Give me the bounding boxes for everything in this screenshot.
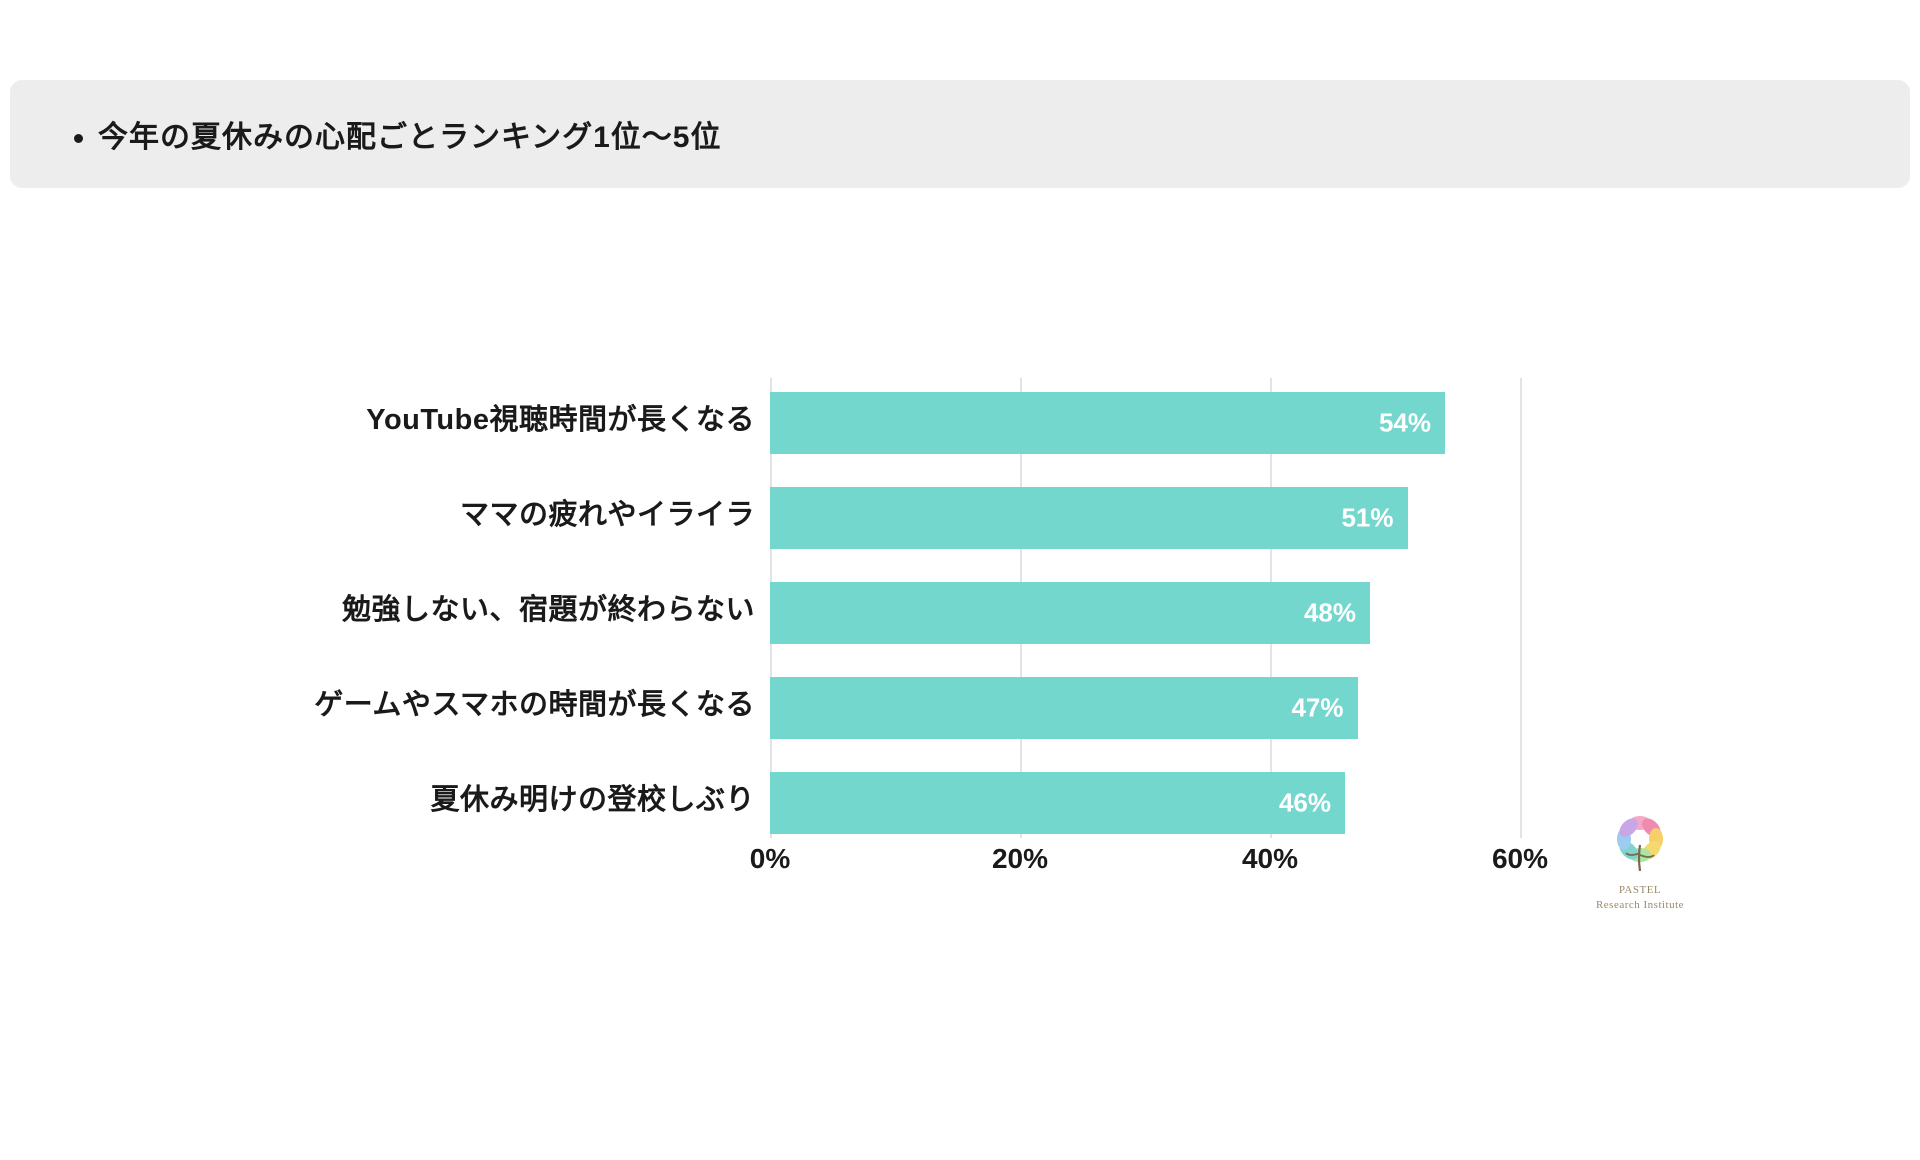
logo-text-line1: PASTEL — [1580, 884, 1700, 897]
bar: 46% — [770, 772, 1345, 834]
title-bar: 今年の夏休みの心配ごとランキング1位〜5位 — [10, 80, 1910, 188]
bar-value: 47% — [1291, 693, 1343, 724]
bar-row: ママの疲れやイライラ51% — [770, 473, 1520, 568]
bar: 51% — [770, 487, 1408, 549]
bar: 48% — [770, 582, 1370, 644]
x-tick: 20% — [992, 843, 1048, 875]
logo-text-line2: Research Institute — [1580, 899, 1700, 912]
chart-plot: YouTube視聴時間が長くなる54%ママの疲れやイライラ51%勉強しない、宿題… — [770, 378, 1520, 858]
bar-value: 54% — [1379, 408, 1431, 439]
bar-row: 勉強しない、宿題が終わらない48% — [770, 568, 1520, 663]
bar-row: 夏休み明けの登校しぶり46% — [770, 758, 1520, 853]
x-tick: 40% — [1242, 843, 1298, 875]
bar-label: ゲームやスマホの時間が長くなる — [215, 681, 755, 723]
bar-chart: YouTube視聴時間が長くなる54%ママの疲れやイライラ51%勉強しない、宿題… — [230, 378, 1570, 853]
bar: 54% — [770, 392, 1445, 454]
bar-label: ママの疲れやイライラ — [215, 491, 755, 533]
bar-value: 48% — [1304, 598, 1356, 629]
bar-row: YouTube視聴時間が長くなる54% — [770, 378, 1520, 473]
bar: 47% — [770, 677, 1358, 739]
x-tick: 0% — [750, 843, 790, 875]
bar-value: 51% — [1341, 503, 1393, 534]
flower-icon — [1600, 807, 1680, 877]
bar-label: YouTube視聴時間が長くなる — [215, 396, 755, 438]
bar-label: 勉強しない、宿題が終わらない — [215, 586, 755, 628]
brand-logo: PASTEL Research Institute — [1580, 807, 1700, 912]
x-axis: 0%20%40%60% — [770, 843, 1520, 883]
gridline — [1520, 378, 1522, 838]
bar-label: 夏休み明けの登校しぶり — [215, 776, 755, 818]
bars-container: YouTube視聴時間が長くなる54%ママの疲れやイライラ51%勉強しない、宿題… — [770, 378, 1520, 853]
bar-row: ゲームやスマホの時間が長くなる47% — [770, 663, 1520, 758]
x-tick: 60% — [1492, 843, 1548, 875]
page-title: 今年の夏休みの心配ごとランキング1位〜5位 — [98, 112, 1862, 156]
bar-value: 46% — [1279, 788, 1331, 819]
